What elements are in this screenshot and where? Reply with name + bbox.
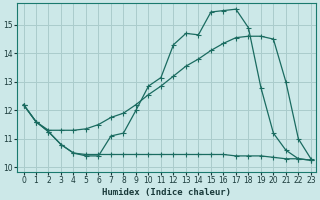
X-axis label: Humidex (Indice chaleur): Humidex (Indice chaleur) — [102, 188, 231, 197]
